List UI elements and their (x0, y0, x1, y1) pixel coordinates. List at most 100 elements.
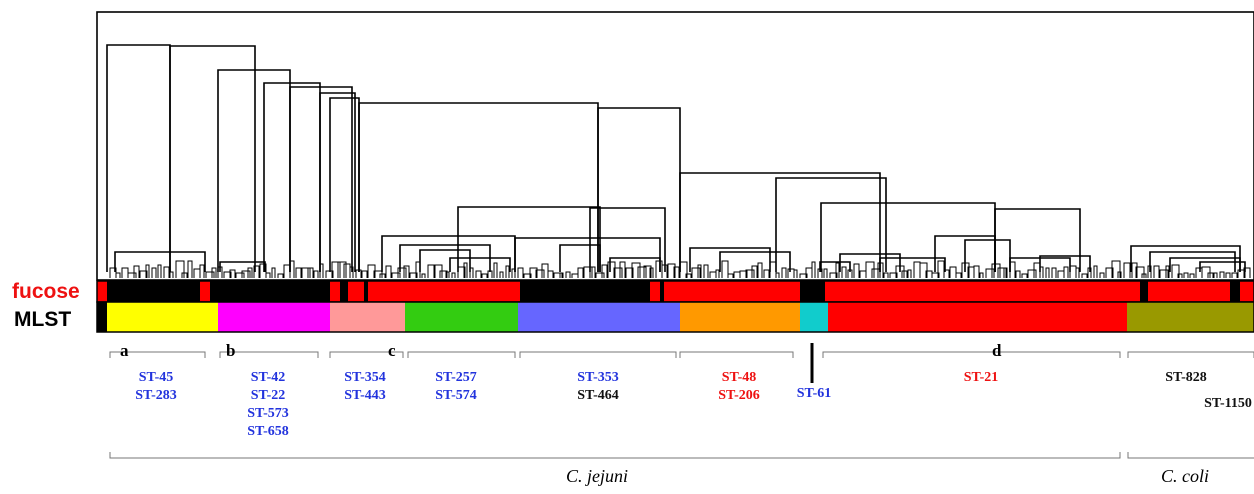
leaf-branch (313, 270, 319, 278)
leaf-branch (163, 266, 170, 278)
leaf-branch (229, 269, 236, 278)
fucose-negative-segment (520, 281, 650, 302)
leaf-branch (877, 262, 884, 278)
st-label: ST-206 (718, 388, 760, 403)
leaf-branch (535, 269, 545, 278)
leaf-branch (901, 270, 908, 278)
fucose-band (97, 281, 1254, 302)
leaf-branch (655, 260, 663, 278)
leaf-branch (1135, 266, 1145, 278)
st-label: ST-658 (247, 424, 289, 439)
leaf-branch (379, 273, 386, 278)
tree-branch (609, 257, 661, 272)
tree-branch (679, 172, 881, 272)
leaf-branch (841, 266, 847, 278)
leaf-branch (277, 273, 284, 278)
leaf-branch (583, 266, 593, 278)
mlst-segment (828, 302, 1127, 332)
leaf-branch (457, 266, 466, 278)
cluster-bracket (219, 351, 319, 358)
leaf-branch (889, 272, 898, 278)
fucose-negative-tick (364, 281, 368, 302)
st-label: ST-22 (250, 388, 286, 403)
leaf-branch (589, 266, 596, 278)
leaf-branch (871, 268, 881, 278)
leaf-branch (307, 267, 314, 278)
leaf-branch (559, 272, 564, 278)
leaf-branch (139, 270, 148, 278)
leaf-branch (997, 267, 1007, 278)
tree-branch (114, 251, 206, 272)
leaf-branch (121, 267, 129, 278)
st-label: ST-828 (1165, 370, 1207, 385)
leaf-branch (829, 272, 838, 278)
fucose-negative-segment (800, 281, 825, 302)
leaf-branch (1171, 264, 1180, 278)
leaf-branch (169, 271, 174, 278)
tree-branch (514, 237, 661, 272)
leaf-branch (187, 260, 193, 278)
leaf-branch (613, 267, 623, 278)
leaf-branch (703, 264, 709, 278)
leaf-branch (427, 264, 436, 278)
tree-branch (839, 253, 901, 272)
cluster-bracket (109, 351, 206, 358)
leaf-branch (181, 272, 188, 278)
leaf-branch (439, 270, 448, 278)
leaf-branch (469, 267, 474, 278)
leaf-branch (1177, 273, 1183, 278)
leaf-branch (565, 271, 571, 278)
leaf-branch (337, 261, 347, 278)
leaf-branch (445, 271, 450, 278)
leaf-branch (331, 261, 341, 278)
leaf-branch (739, 270, 748, 278)
leaf-branch (355, 269, 362, 278)
cluster-brackets (109, 343, 1254, 459)
cluster-bracket (329, 351, 404, 358)
st-label: ST-257 (435, 370, 477, 385)
leaf-branch (1231, 272, 1238, 278)
leaf-branch (985, 268, 995, 278)
leaf-branch (271, 267, 276, 278)
leaf-branch (127, 272, 137, 278)
leaf-branch (757, 262, 763, 278)
tree-branch (775, 177, 887, 272)
mlst-segment (405, 302, 518, 332)
leaf-branch (907, 269, 912, 278)
leaf-branch (1225, 272, 1231, 278)
leaf-branch (553, 272, 563, 278)
leaf-branch (451, 272, 456, 278)
leaf-branch (1159, 269, 1169, 278)
st-label-group: ST-48 ST-206 (699, 369, 779, 405)
tree-branch (263, 82, 321, 272)
leaf-branch (763, 269, 770, 278)
leaf-branch (211, 267, 217, 278)
leaf-branch (133, 265, 140, 278)
leaf-branch (1207, 272, 1214, 278)
leaf-branch (883, 272, 889, 278)
st-label-group: ST-353 ST-464 (558, 369, 638, 405)
leaf-branch (253, 265, 260, 278)
fucose-row-label: fucose (12, 280, 80, 303)
leaf-branch (679, 261, 688, 278)
leaf-branch (289, 260, 295, 278)
tree-branch (457, 206, 601, 272)
cluster-bracket (679, 351, 794, 358)
leaf-branch (1165, 265, 1170, 278)
leaf-branch (397, 267, 407, 278)
leaf-branch (1141, 273, 1147, 278)
leaf-branch (631, 262, 641, 278)
st-label: ST-21 (963, 370, 999, 385)
leaf-branch (643, 265, 652, 278)
leaf-branch (1189, 273, 1195, 278)
tree-branch (381, 235, 516, 272)
st-label: ST-283 (135, 388, 177, 403)
mlst-segment (330, 302, 405, 332)
leaf-branch (1219, 271, 1225, 278)
st-label-group: ST-61 (774, 385, 854, 403)
leaf-branch (157, 264, 162, 278)
leaf-branch (217, 266, 223, 278)
st-label-group: ST-21 (941, 369, 1021, 387)
fucose-negative-segment (210, 281, 330, 302)
leaf-branch (361, 270, 368, 278)
